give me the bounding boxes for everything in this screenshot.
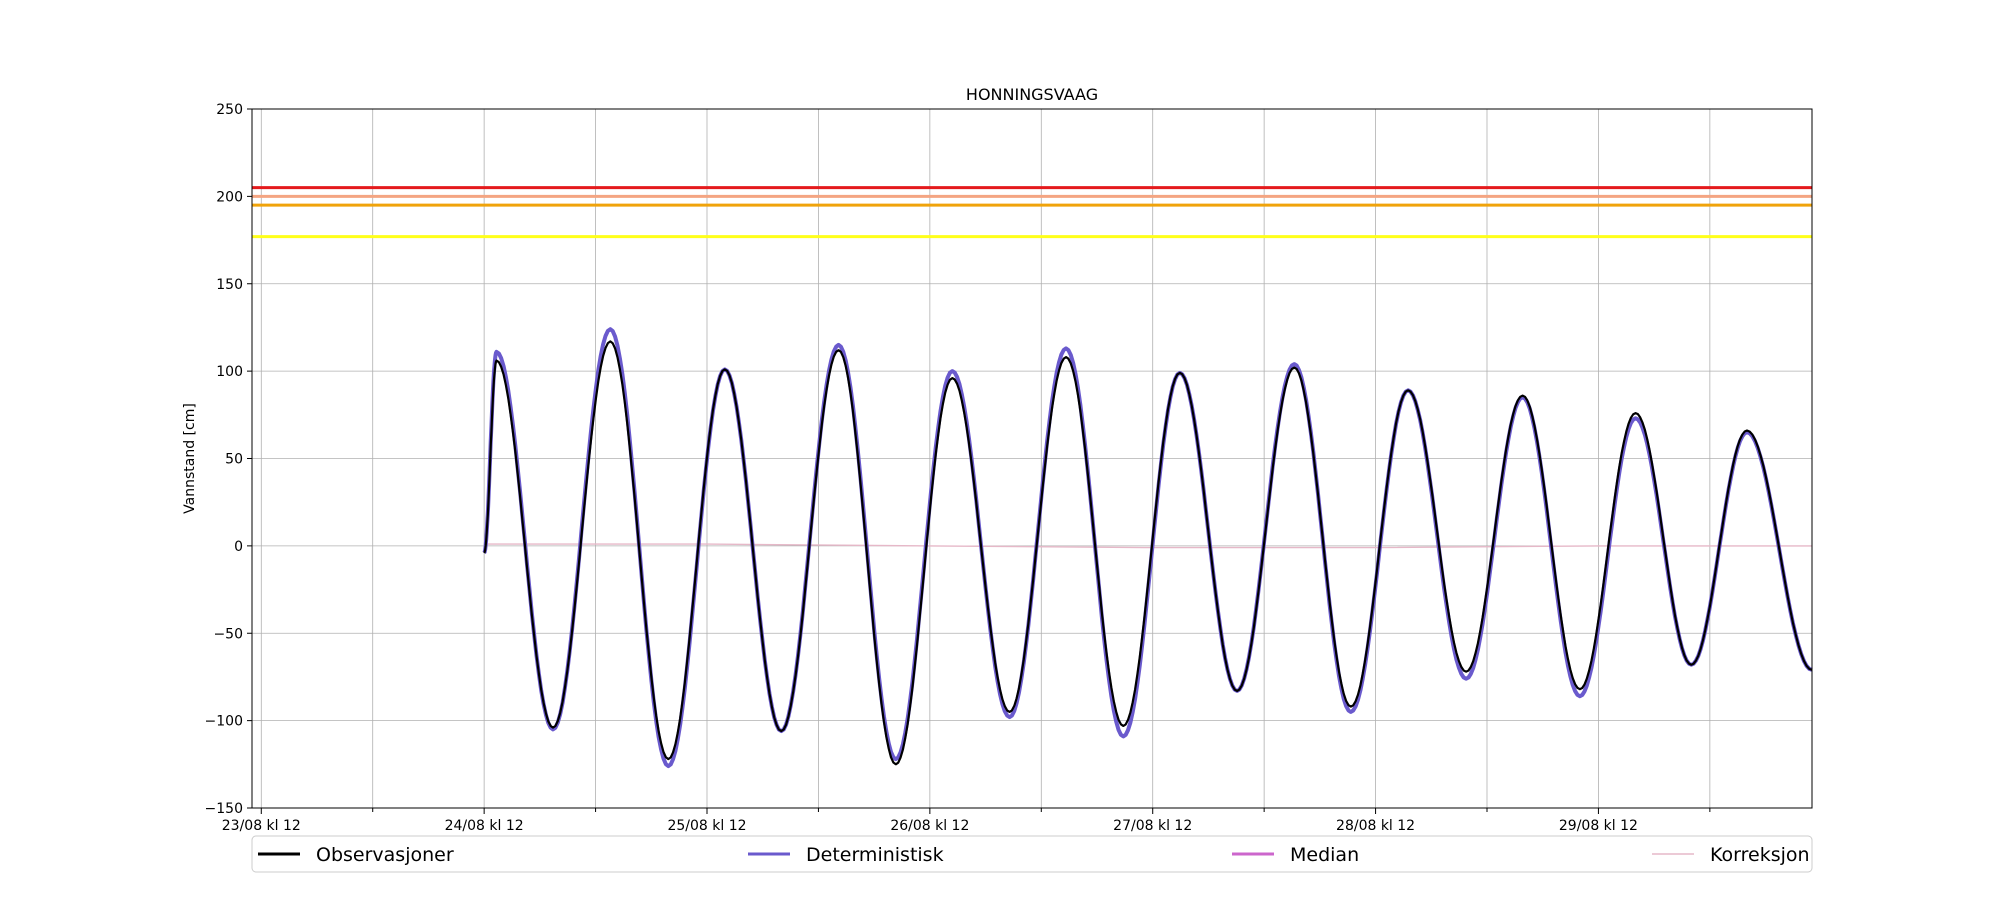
threshold-lines [252,186,1812,239]
x-tick-label-4: 27/08 kl 12 [1113,818,1192,834]
x-tick-label-3: 26/08 kl 12 [890,818,969,834]
x-axis: 23/08 kl 12 24/08 kl 12 25/08 kl 12 26/08 k… [222,808,1711,834]
legend-label-deterministisk: Deterministisk [806,844,944,866]
y-axis-label: Vannstand [cm] [182,403,198,514]
legend-label-observasjoner: Observasjoner [316,844,454,866]
y-tick-label-1: −100 [205,714,243,730]
y-axis: −150 −100 −50 0 50 100 150 200 250 [205,102,252,817]
legend-label-median: Median [1290,844,1359,866]
y-tick-label-0: −150 [205,801,243,817]
y-tick-label-8: 250 [216,102,243,118]
y-tick-label-7: 200 [216,189,243,205]
legend: Observasjoner Deterministisk Median Korreks… [251,835,1813,873]
y-tick-label-4: 50 [225,452,243,468]
series-lines [482,327,1813,769]
x-tick-label-0: 23/08 kl 12 [222,818,301,834]
x-tick-label-6: 29/08 kl 12 [1559,818,1638,834]
y-tick-label-6: 150 [216,277,243,293]
y-tick-label-2: −50 [213,626,243,642]
x-tick-label-1: 24/08 kl 12 [445,818,524,834]
series-line-deterministisk [482,327,1813,769]
legend-label-korreksjon: Korreksjon [1710,844,1810,866]
series-line-observasjoner [483,340,1813,766]
chart-title: HONNINGSVAAG [966,85,1098,104]
x-tick-label-5: 28/08 kl 12 [1336,818,1415,834]
y-tick-label-3: 0 [234,539,243,555]
x-tick-label-2: 25/08 kl 12 [667,818,746,834]
legend-box [251,835,1813,873]
y-tick-label-5: 100 [216,364,243,380]
